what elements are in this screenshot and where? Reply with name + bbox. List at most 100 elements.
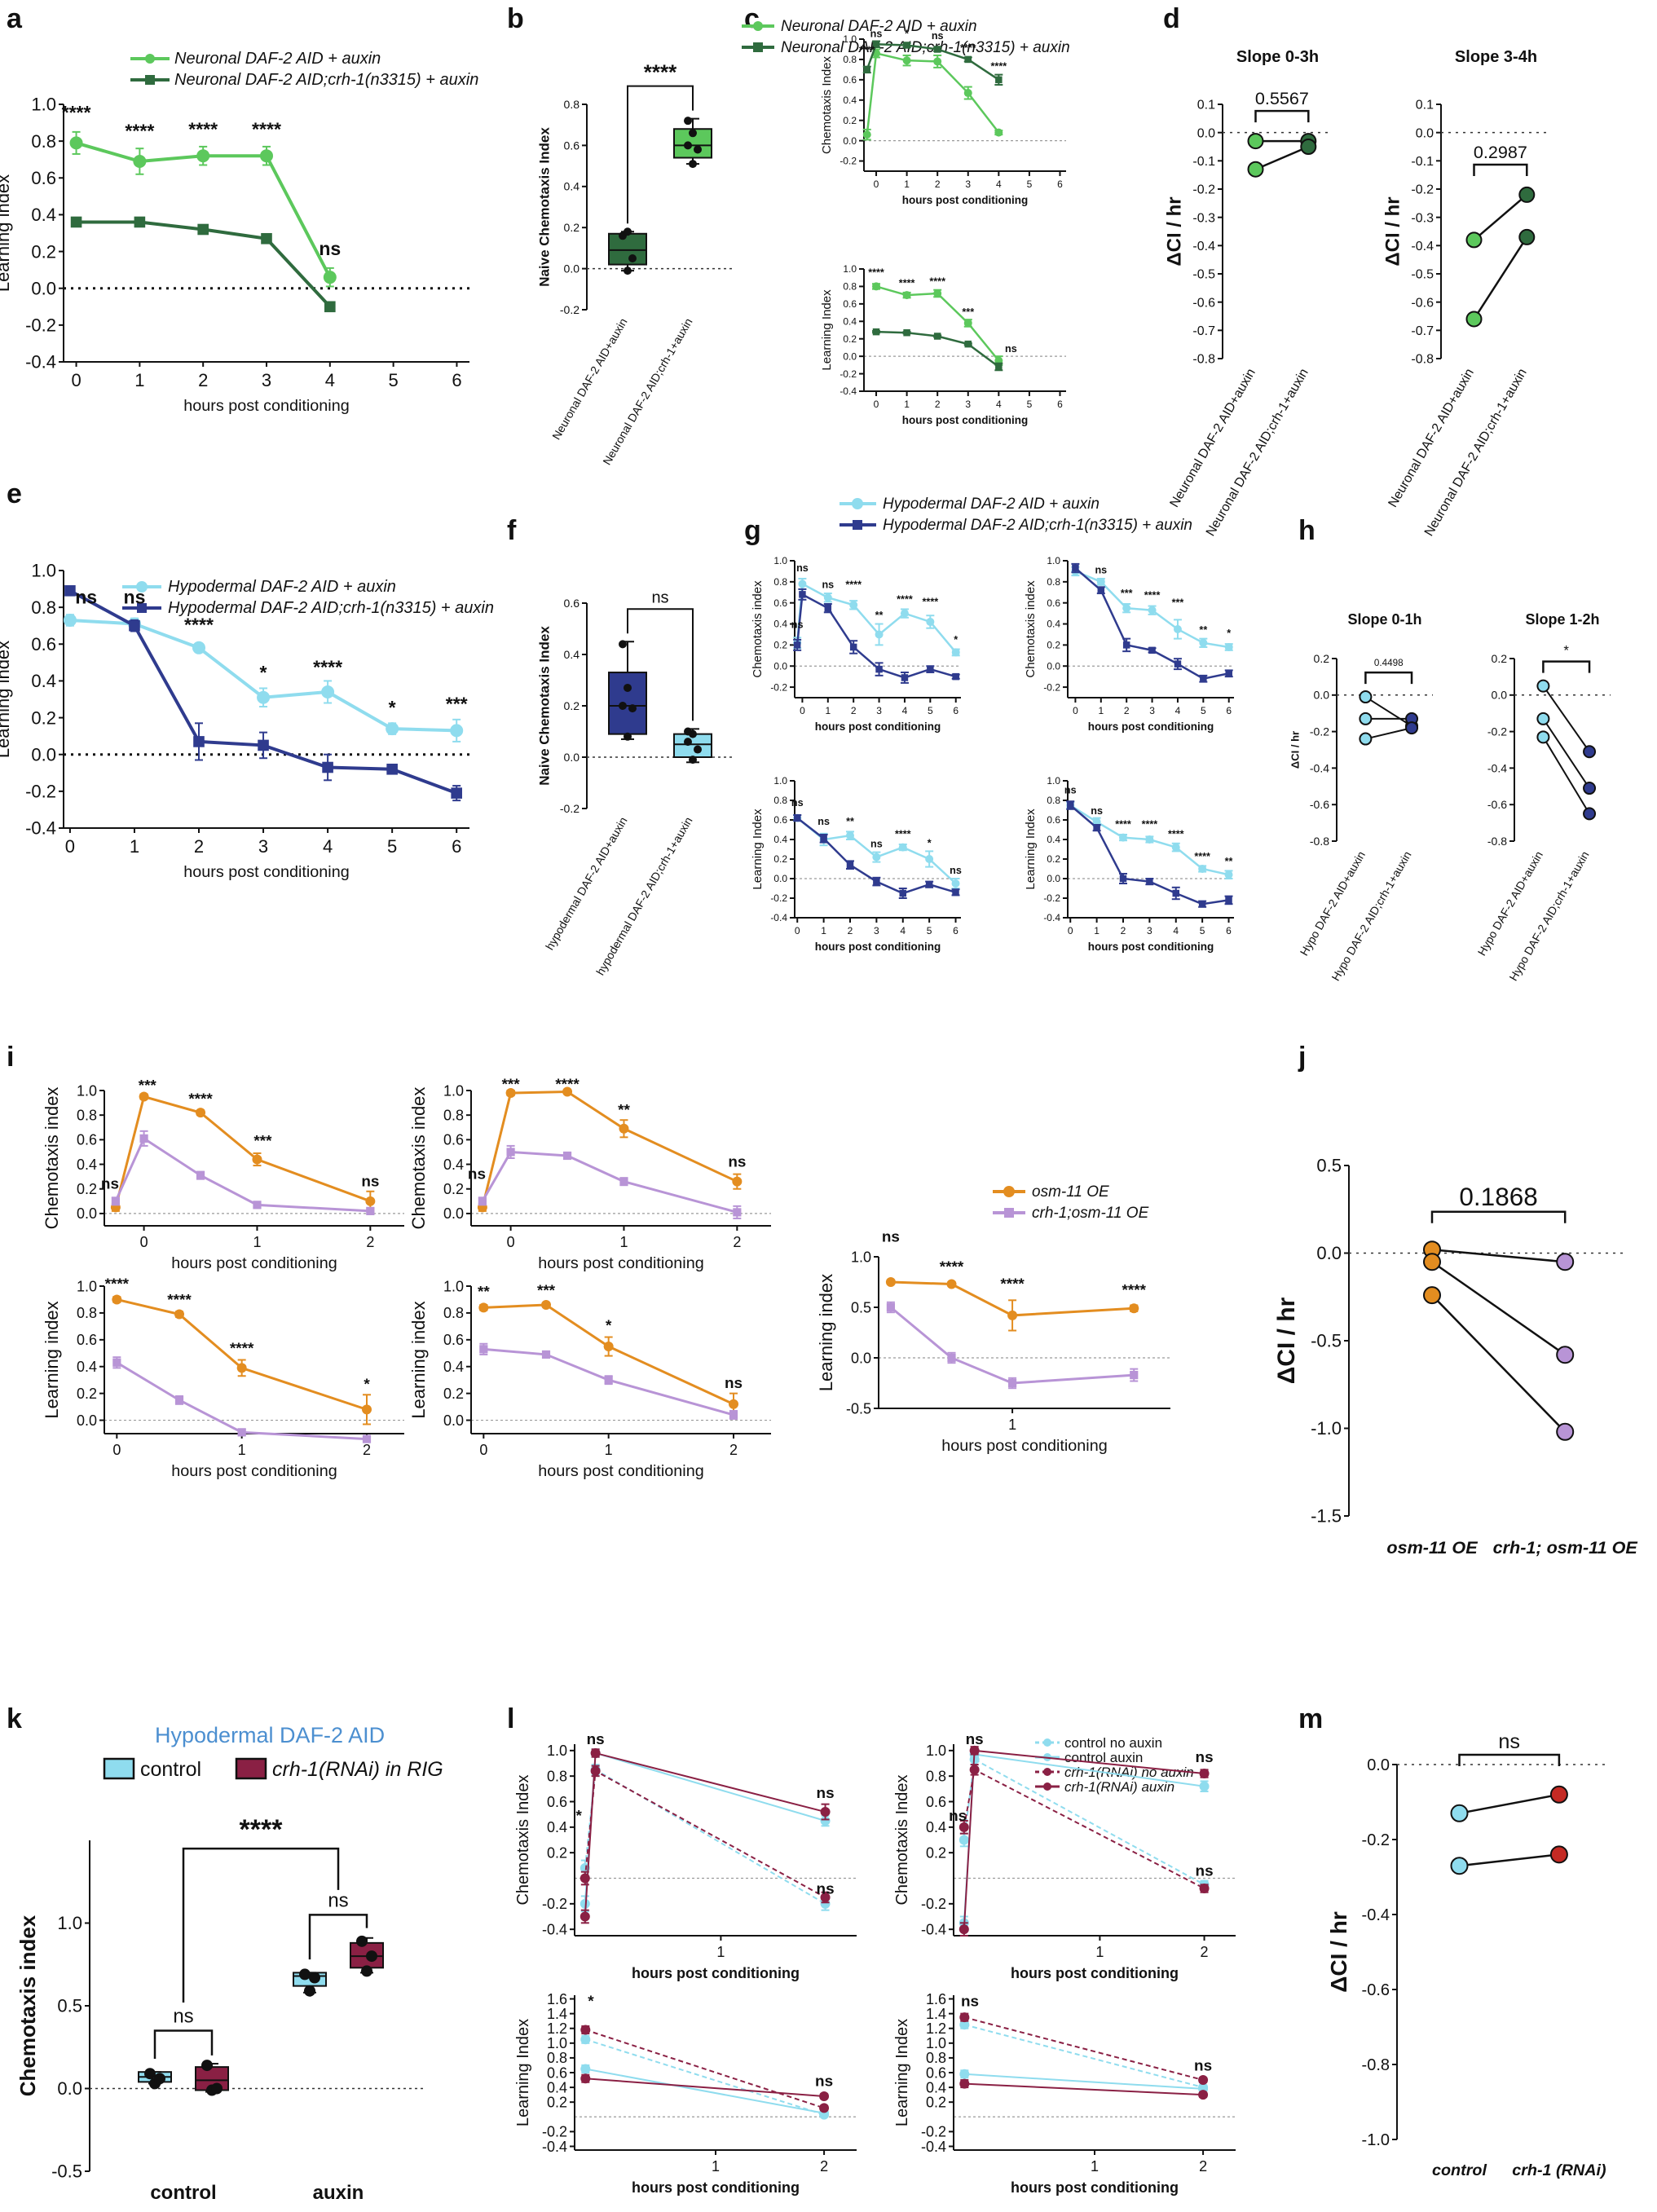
- d2-pair-line: [1473, 236, 1528, 320]
- j-category-label: crh-1; osm-11 OE: [1493, 1537, 1638, 1558]
- i3-ytick-label: 0.4: [77, 1359, 97, 1375]
- i3-series-1-line: [116, 1298, 368, 1411]
- h2-title: Slope 1-2h: [1525, 611, 1599, 628]
- g3-xtick-label: 5: [927, 925, 932, 936]
- i5-significance: ****: [1000, 1276, 1025, 1293]
- h1-point-group-1: [1359, 712, 1373, 725]
- g4-ytick-label: -0.2: [1043, 892, 1060, 904]
- chart-h1: 0.2 0.0 -0.2 -0.4 -0.6 -0.8 ΔCI / hr Slope 0-1h…: [1289, 611, 1433, 983]
- legend-l-1: control no auxin: [1064, 1735, 1162, 1751]
- l4-ytick-label: 1.0: [926, 2035, 946, 2051]
- c1-ytick-label: 0.2: [843, 115, 857, 126]
- d1-point-group-2: [1300, 139, 1317, 155]
- h2-point-group-1: [1536, 712, 1550, 725]
- i1-series-2-point: [111, 1196, 120, 1205]
- e-series-1-point: [192, 641, 205, 654]
- c1-significance: ns: [870, 29, 883, 40]
- g4-xtick-label: 2: [1121, 925, 1126, 936]
- g2-significance: ns: [1095, 565, 1107, 576]
- l4-xtick-label: 2: [1199, 2158, 1207, 2175]
- g4-xtick-label: 3: [1147, 925, 1152, 936]
- c1-series-2-point: [863, 66, 871, 73]
- a-xtick-label: 6: [452, 370, 461, 390]
- g2-ytick-label: 0.8: [1047, 576, 1060, 588]
- panel-label-k: k: [7, 1703, 22, 1734]
- e-ytick-label: 0.6: [31, 634, 56, 654]
- c2-significance: ****: [899, 277, 915, 289]
- b-ytick-label: 0.8: [564, 98, 580, 111]
- l4-series-1-point: [959, 2020, 970, 2030]
- f-data-point: [619, 702, 627, 710]
- k-ytick-label: 0.5: [57, 1996, 82, 2016]
- l3-series-3-point: [819, 2103, 830, 2113]
- i4-series-1-point: [478, 1302, 489, 1313]
- d2-pair-line: [1473, 193, 1528, 241]
- i4-series-2-point: [729, 1410, 738, 1420]
- a-xtick-label: 1: [134, 370, 144, 390]
- g4-series-2-point: [1119, 875, 1127, 883]
- g3-series-2-point: [820, 835, 827, 843]
- i5-series-1-line: [890, 1280, 1135, 1317]
- i1-series-2-point: [253, 1201, 262, 1210]
- e-significance: ****: [184, 614, 214, 635]
- i4-series-1-line: [483, 1303, 734, 1406]
- legend-c-series-1: Neuronal DAF-2 AID + auxin: [781, 18, 977, 35]
- f-ylabel: Naive Chemotaxis Index: [537, 626, 553, 786]
- i1-series-1-line: [114, 1095, 371, 1208]
- i4-significance: ns: [725, 1375, 743, 1392]
- g3-series-1-point: [898, 843, 907, 852]
- e-significance: ns: [75, 587, 97, 608]
- legend-k-control: control: [140, 1758, 201, 1781]
- e-series-2-point: [129, 619, 140, 632]
- i3-xlabel: hours post conditioning: [171, 1462, 337, 1480]
- m-ylabel: ΔCI / hr: [1326, 1911, 1351, 1993]
- j-point-group-2: [1556, 1253, 1575, 1271]
- j-ytick-label: -0.5: [1311, 1331, 1342, 1351]
- h2-point-group-1: [1536, 730, 1550, 744]
- b-data-point: [624, 267, 632, 275]
- d1-point-group-1: [1247, 161, 1264, 178]
- panel-label-f: f: [507, 515, 517, 546]
- l1-series-4-point: [580, 1911, 590, 1922]
- l1-significance: *: [575, 1808, 582, 1825]
- e-xtick-label: 1: [130, 836, 139, 857]
- d1-ytick-label: -0.7: [1192, 324, 1215, 338]
- g1-xtick-label: 3: [876, 705, 882, 716]
- chart-e: -0.4 -0.2 0.0 0.2 0.4 0.6 0.8 1.0 Learning index…: [0, 561, 469, 881]
- g2-series-2-point: [1097, 586, 1105, 594]
- d1-ytick-label: -0.3: [1192, 211, 1215, 225]
- m-ytick-label: -1.0: [1362, 2131, 1390, 2149]
- d2-ytick-label: -0.7: [1411, 324, 1434, 338]
- e-series-1-point: [321, 685, 335, 698]
- j-ytick-label: -1.0: [1311, 1418, 1342, 1439]
- chart-i1: 0.0 0.2 0.4 0.6 0.8 1.0 Chemotaxis index 0 1 2 hou…: [42, 1077, 404, 1272]
- g2-series-1-point: [1122, 604, 1131, 613]
- k-data-point: [309, 1972, 320, 1984]
- c1-series-2-point: [933, 46, 941, 53]
- l4-xtick-label: 1: [1091, 2158, 1099, 2175]
- h1-ytick-label: -0.4: [1310, 761, 1329, 774]
- c2-series-1-point: [963, 319, 972, 328]
- i3-series-1-point: [236, 1363, 247, 1373]
- chart-d2: 0.1 0.0 -0.1 -0.2 -0.3 -0.4 -0.5 -0.6 -0.7 -0.8 ΔC…: [1382, 48, 1551, 539]
- d2-ytick-label: -0.6: [1411, 296, 1434, 310]
- d1-title: Slope 0-3h: [1236, 48, 1319, 66]
- c1-significance: ****: [960, 42, 976, 54]
- k-data-point: [366, 1950, 377, 1963]
- l1-significance: ns: [587, 1731, 605, 1748]
- panel-label-e: e: [7, 478, 22, 509]
- g2-series-1-point: [1224, 642, 1233, 651]
- j-point-group-1: [1423, 1253, 1441, 1271]
- i3-ytick-label: 0.8: [77, 1305, 97, 1321]
- k-significance: ns: [328, 1889, 348, 1911]
- legend-i: osm-11 OE crh-1;osm-11 OE: [993, 1183, 1149, 1222]
- l4-series-3-line: [964, 2016, 1204, 2082]
- g1-series-1-point: [823, 593, 832, 602]
- g3-series-2-point: [793, 814, 801, 822]
- l3-significance: ns: [815, 2073, 833, 2090]
- m-ytick-label: 0.0: [1367, 1756, 1390, 1774]
- g2-significance: ***: [1172, 597, 1184, 609]
- l4-significance: ns: [961, 1994, 979, 2011]
- k-bracket-control: [153, 2029, 214, 2059]
- g4-xtick-label: 0: [1068, 925, 1073, 936]
